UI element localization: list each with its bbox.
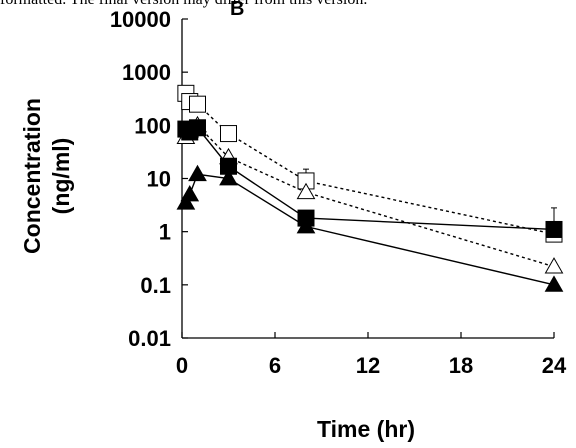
- data-point: [545, 220, 563, 238]
- data-point: [176, 193, 196, 210]
- data-point: [180, 184, 200, 202]
- x-tick-label: 0: [176, 353, 188, 378]
- y-tick-label: 1: [159, 220, 171, 245]
- y-tick-label: 0.01: [128, 326, 171, 351]
- header-text: formatted. The final version may differ …: [0, 0, 576, 9]
- series-square-open: [177, 84, 563, 243]
- x-tick-label: 24: [542, 353, 567, 378]
- data-point: [544, 275, 564, 292]
- y-tick-label: 1000: [122, 60, 171, 85]
- series-square-filled: [177, 119, 563, 238]
- series-layer: [176, 84, 564, 292]
- data-point: [219, 168, 238, 186]
- axes: 0.01 0.1 1 10 100 1000 10000 0 6 12 18 24: [110, 7, 567, 378]
- y-axis-label-line2: (ng/ml): [48, 138, 74, 215]
- x-tick-label: 18: [449, 353, 473, 378]
- y-tick-label: 10000: [110, 7, 171, 32]
- data-point: [188, 164, 207, 182]
- y-axis-label: Concentration (ng/ml): [19, 98, 74, 254]
- y-tick-label: 10: [147, 167, 171, 192]
- data-point: [189, 95, 206, 113]
- x-axis-label: Time (hr): [317, 416, 415, 442]
- y-tick-label: 100: [134, 113, 171, 138]
- data-point: [296, 182, 316, 200]
- data-point: [220, 125, 237, 143]
- y-tick-label: 0.1: [140, 273, 171, 298]
- series-line: [185, 93, 555, 235]
- y-axis-label-line1: Concentration: [19, 98, 45, 254]
- data-point: [296, 217, 316, 234]
- data-point: [544, 257, 564, 274]
- series-triangle-filled: [176, 164, 564, 292]
- series-line: [185, 126, 555, 231]
- series-line: [185, 173, 555, 286]
- series-line: [185, 124, 555, 268]
- panel-label: B: [230, 0, 245, 20]
- x-tick-label: 6: [269, 353, 281, 378]
- data-point: [189, 119, 206, 137]
- x-tick-label: 12: [356, 353, 380, 378]
